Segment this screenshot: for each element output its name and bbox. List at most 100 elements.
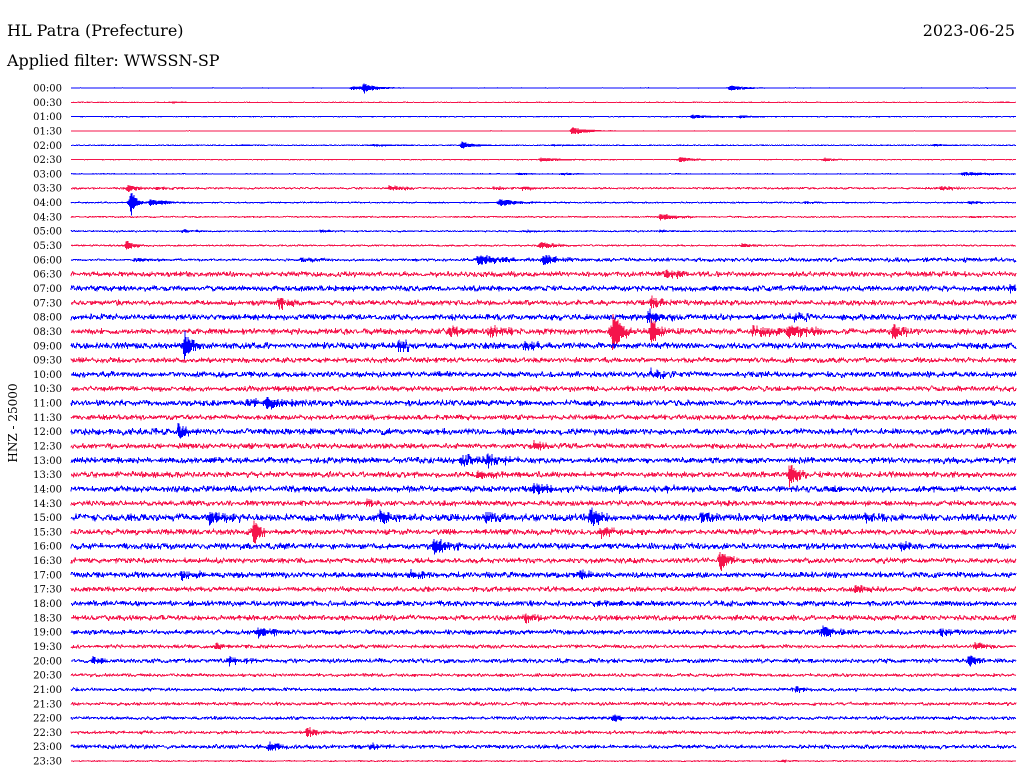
time-label-09-00: 09:00 — [33, 341, 62, 352]
record-date: 2023-06-25 — [923, 21, 1015, 40]
time-label-11-00: 11:00 — [33, 399, 62, 410]
seismic-trace-14-00 — [70, 483, 1017, 495]
seismic-trace-10-30 — [70, 385, 1017, 393]
seismic-trace-04-30 — [70, 213, 1017, 221]
time-label-21-00: 21:00 — [33, 685, 62, 696]
time-label-15-30: 15:30 — [33, 527, 62, 538]
seismic-trace-19-00 — [70, 625, 1017, 639]
seismic-trace-20-30 — [70, 672, 1017, 678]
seismic-trace-07-30 — [70, 295, 1017, 310]
seismic-trace-17-00 — [70, 569, 1017, 581]
seismic-trace-15-00 — [70, 507, 1017, 526]
seismic-trace-09-00 — [70, 331, 1017, 360]
time-label-08-30: 08:30 — [33, 327, 62, 338]
time-label-13-30: 13:30 — [33, 470, 62, 481]
time-label-15-00: 15:00 — [33, 513, 62, 524]
time-label-03-00: 03:00 — [33, 169, 62, 180]
seismic-trace-17-30 — [70, 584, 1017, 593]
seismic-trace-12-00 — [70, 422, 1017, 439]
time-label-00-00: 00:00 — [33, 84, 62, 95]
seismic-trace-23-00 — [70, 741, 1017, 751]
time-label-10-00: 10:00 — [33, 370, 62, 381]
time-label-18-00: 18:00 — [33, 599, 62, 610]
time-label-12-30: 12:30 — [33, 442, 62, 453]
seismic-trace-06-00 — [70, 254, 1017, 266]
station-title: HL Patra (Prefecture) — [7, 21, 184, 40]
seismic-trace-01-30 — [70, 127, 1017, 135]
time-label-16-30: 16:30 — [33, 556, 62, 567]
time-label-06-30: 06:30 — [33, 270, 62, 281]
time-label-16-00: 16:00 — [33, 542, 62, 553]
seismic-trace-05-30 — [70, 240, 1017, 250]
time-label-07-00: 07:00 — [33, 284, 62, 295]
time-label-06-00: 06:00 — [33, 255, 62, 266]
seismic-trace-00-00 — [70, 83, 1017, 94]
seismic-trace-18-00 — [70, 599, 1017, 607]
seismic-trace-13-00 — [70, 453, 1017, 469]
time-label-22-00: 22:00 — [33, 714, 62, 725]
seismic-trace-03-00 — [70, 171, 1017, 176]
seismic-trace-21-30 — [70, 701, 1017, 707]
time-label-07-30: 07:30 — [33, 298, 62, 309]
time-label-17-30: 17:30 — [33, 585, 62, 596]
time-label-01-00: 01:00 — [33, 112, 62, 123]
time-label-02-30: 02:30 — [33, 155, 62, 166]
time-label-21-30: 21:30 — [33, 699, 62, 710]
seismic-trace-08-00 — [70, 308, 1017, 324]
time-label-20-30: 20:30 — [33, 671, 62, 682]
time-label-19-30: 19:30 — [33, 642, 62, 653]
seismic-trace-23-30 — [70, 759, 1017, 763]
time-label-23-30: 23:30 — [33, 757, 62, 768]
time-label-20-00: 20:00 — [33, 656, 62, 667]
seismic-trace-22-00 — [70, 714, 1017, 722]
time-label-00-30: 00:30 — [33, 98, 62, 109]
seismic-traces — [70, 83, 1017, 763]
time-label-13-00: 13:00 — [33, 456, 62, 467]
time-label-01-30: 01:30 — [33, 126, 62, 137]
seismic-trace-11-00 — [70, 396, 1017, 410]
time-label-11-30: 11:30 — [33, 413, 62, 424]
seismic-trace-21-00 — [70, 685, 1017, 693]
seismic-trace-14-30 — [70, 498, 1017, 508]
seismic-trace-01-00 — [70, 114, 1017, 119]
seismic-trace-06-30 — [70, 269, 1017, 279]
time-label-04-30: 04:30 — [33, 212, 62, 223]
seismic-trace-22-30 — [70, 727, 1017, 738]
seismic-trace-15-30 — [70, 520, 1017, 544]
seismic-trace-02-30 — [70, 157, 1017, 163]
time-label-14-30: 14:30 — [33, 499, 62, 510]
seismic-trace-12-30 — [70, 440, 1017, 451]
seismic-trace-20-00 — [70, 655, 1017, 667]
seismic-trace-16-00 — [70, 538, 1017, 555]
seismic-trace-16-30 — [70, 552, 1017, 572]
filter-label: Applied filter: WWSSN-SP — [6, 51, 220, 70]
time-label-18-30: 18:30 — [33, 613, 62, 624]
seismic-trace-02-00 — [70, 141, 1017, 149]
time-label-23-00: 23:00 — [33, 742, 62, 753]
time-axis-labels: 00:00 00:30 01:00 01:30 02:00 02:30 03:00 03:30… — [33, 84, 62, 768]
time-label-04-00: 04:00 — [33, 198, 62, 209]
time-label-05-00: 05:00 — [33, 227, 62, 238]
seismic-trace-09-30 — [70, 356, 1017, 364]
seismic-trace-19-30 — [70, 642, 1017, 650]
time-label-08-00: 08:00 — [33, 313, 62, 324]
seismic-trace-10-00 — [70, 367, 1017, 380]
time-label-09-30: 09:30 — [33, 356, 62, 367]
seismic-trace-07-00 — [70, 283, 1017, 294]
time-label-05-30: 05:30 — [33, 241, 62, 252]
time-label-17-00: 17:00 — [33, 570, 62, 581]
time-label-19-00: 19:00 — [33, 628, 62, 639]
time-label-10-30: 10:30 — [33, 384, 62, 395]
seismic-trace-11-30 — [70, 414, 1017, 421]
seismic-trace-13-30 — [70, 464, 1017, 488]
channel-scale-label: HNZ - 25000 — [6, 383, 20, 462]
time-label-03-30: 03:30 — [33, 184, 62, 195]
seismic-trace-18-30 — [70, 613, 1017, 624]
seismic-trace-00-30 — [71, 101, 1016, 104]
time-label-12-00: 12:00 — [33, 427, 62, 438]
time-label-14-00: 14:00 — [33, 484, 62, 495]
seismic-trace-03-30 — [70, 184, 1017, 193]
seismic-trace-04-00 — [70, 193, 1017, 216]
seismic-trace-05-00 — [70, 229, 1017, 233]
